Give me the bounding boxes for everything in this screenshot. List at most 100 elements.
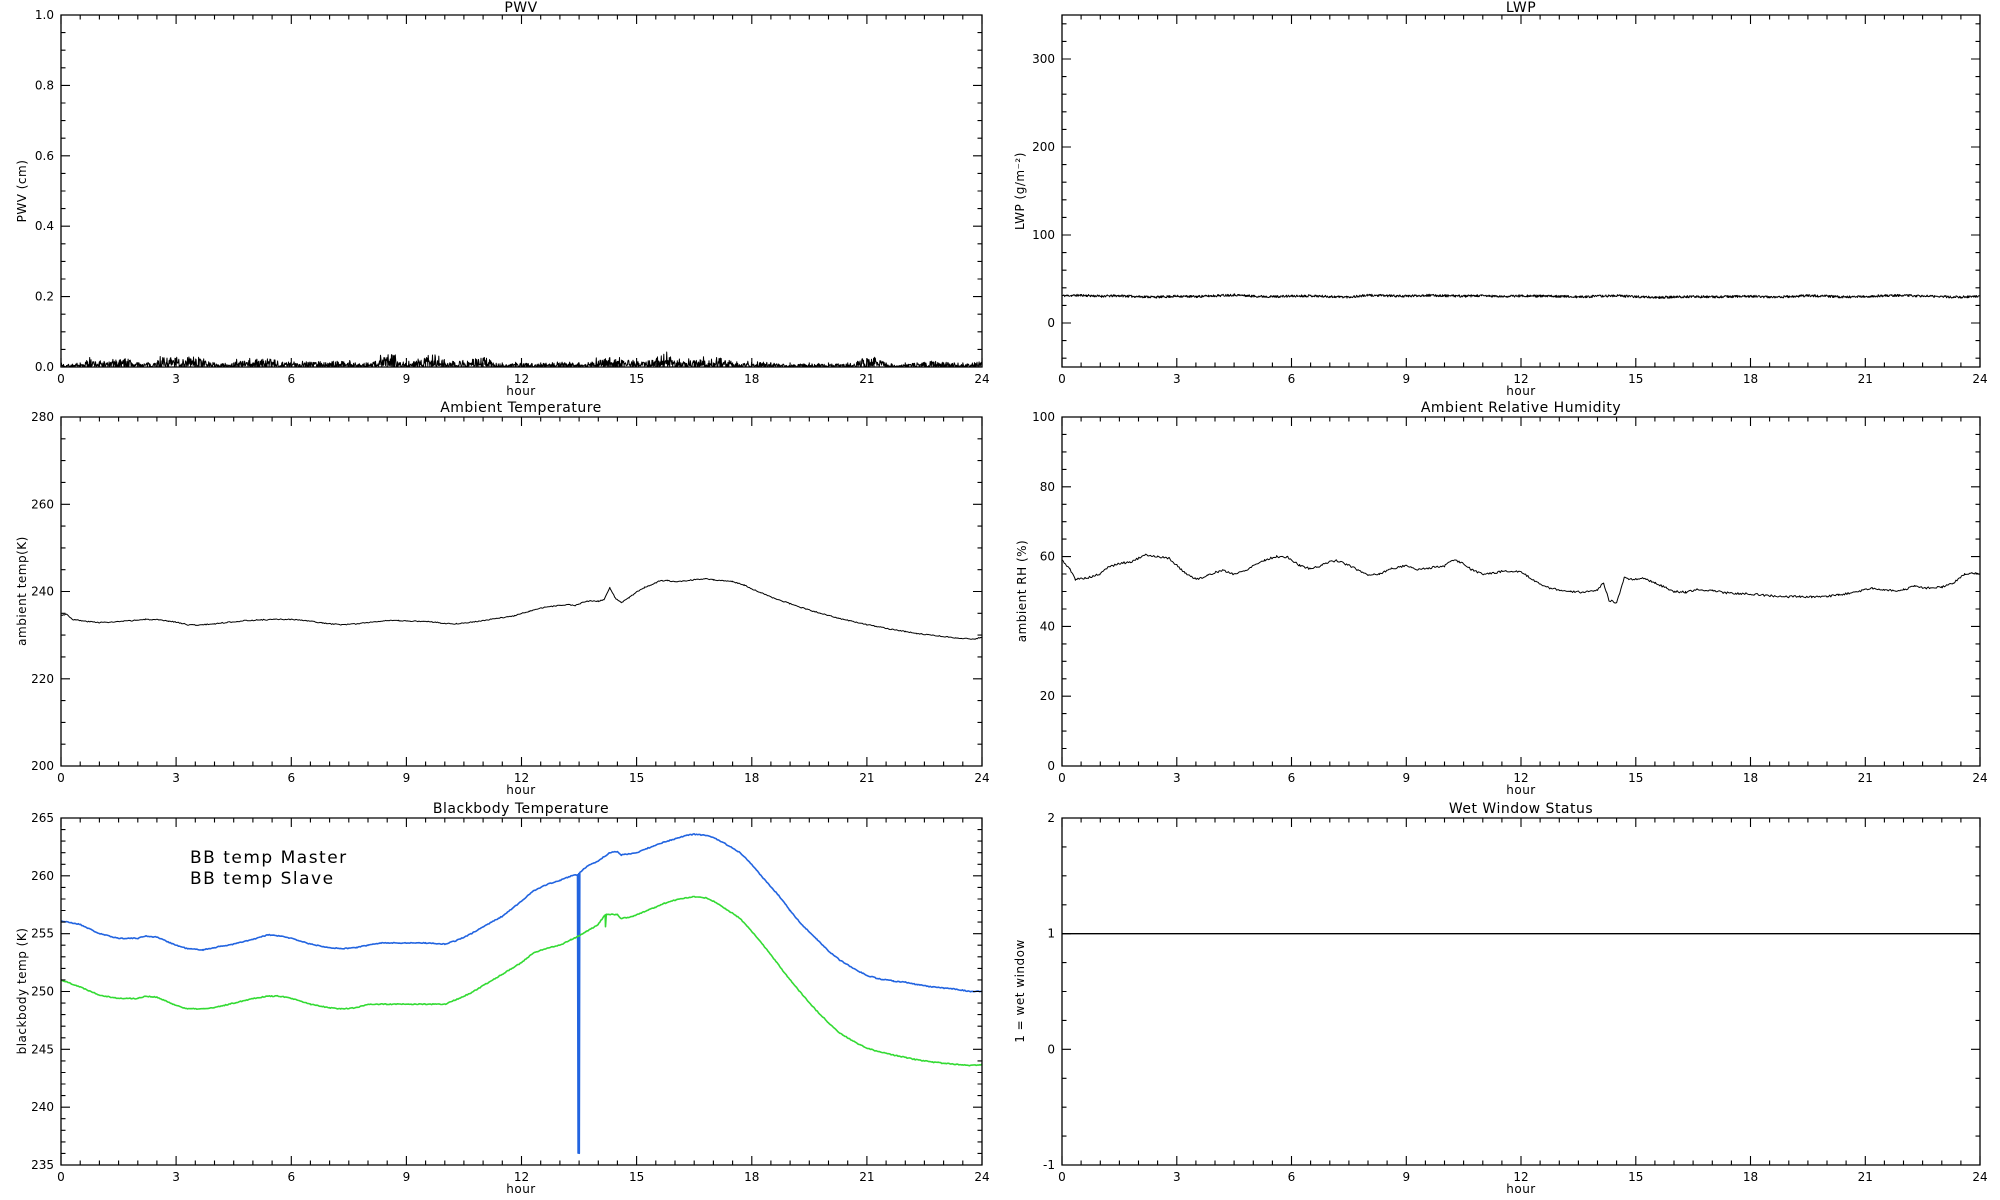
legend-bb-temp-master: BB temp Master	[190, 848, 348, 868]
axis-frame	[1061, 14, 1981, 368]
x-tick-label: 0	[1058, 771, 1066, 785]
x-tick-label: 18	[744, 372, 759, 386]
x-tick-label: 18	[1743, 771, 1758, 785]
y-tick-label: 0.2	[35, 290, 54, 304]
x-tick-label: 0	[57, 771, 65, 785]
y-tick-label: 200	[31, 759, 54, 773]
y-tick-label: 0	[1047, 759, 1055, 773]
y-axis-title-lwp: LWP (g/m⁻²)	[1013, 152, 1027, 230]
x-tick-label: 21	[859, 372, 874, 386]
x-tick-label: 0	[57, 1170, 65, 1184]
axis-ticks	[1061, 15, 1981, 367]
x-tick-label: 21	[1858, 372, 1873, 386]
x-tick-label: 21	[1858, 1170, 1873, 1184]
panel-1-plot: 0 3 6 9 12 15 18 21 24 0 100 200 300	[1032, 14, 1988, 386]
x-tick-label: 24	[1972, 1170, 1987, 1184]
plot-title-lwp: LWP	[1506, 0, 1536, 16]
panel-0-plot: 0 3 6 9 12 15 18 21 24 0.0 0.2 0.4 0.6 0.8 1.0	[35, 8, 990, 386]
x-tick-label: 24	[974, 372, 989, 386]
x-tick-label: 9	[1402, 1170, 1410, 1184]
x-tick-label: 3	[1173, 372, 1181, 386]
x-tick-label: 9	[403, 372, 411, 386]
panel-4-plot: 0 3 6 9 12 15 18 21 24 235 240 245 250 255 260 265	[31, 811, 990, 1184]
y-axis-title-pwv: PWV (cm)	[15, 160, 29, 223]
x-tick-label: 21	[1858, 771, 1873, 785]
plot-title-ambient-relative-humidity: Ambient Relative Humidity	[1421, 400, 1621, 416]
y-tick-label: 1	[1047, 927, 1055, 941]
x-tick-label: 24	[1972, 372, 1987, 386]
y-tick-label: 60	[1040, 550, 1055, 564]
x-tick-label: 18	[1743, 372, 1758, 386]
plot-title-ambient-temperature: Ambient Temperature	[440, 400, 602, 416]
y-axis-title-ambient-temperature: ambient temp(K)	[15, 536, 29, 646]
x-axis-title-lwp: hour	[1506, 384, 1536, 398]
x-tick-label: 24	[1972, 771, 1987, 785]
x-tick-label: 9	[403, 771, 411, 785]
plot-title-wet-window-status: Wet Window Status	[1449, 801, 1593, 817]
axis-frame	[60, 416, 983, 767]
x-tick-label: 12	[514, 1170, 529, 1184]
x-tick-label: 0	[1058, 372, 1066, 386]
y-axis-title-ambient-relative-humidity: ambient RH (%)	[1015, 540, 1029, 642]
x-tick-label: 18	[744, 771, 759, 785]
y-tick-label: 0.8	[35, 78, 54, 92]
axis-frame	[1061, 416, 1981, 767]
legend-bb-temp-slave: BB temp Slave	[190, 869, 335, 889]
x-tick-label: 12	[1513, 372, 1528, 386]
y-tick-label: 260	[31, 497, 54, 511]
panel-blackbody-temperature: Blackbody Temperature hour blackbody tem…	[15, 801, 990, 1196]
y-tick-label: 0.4	[35, 219, 54, 233]
panel-wet-window-status: Wet Window Status hour 1 = wet window 0 3…	[1013, 801, 1988, 1196]
y-tick-label: 240	[31, 585, 54, 599]
x-tick-label: 6	[287, 372, 295, 386]
y-tick-label: 40	[1040, 619, 1055, 633]
x-tick-label: 0	[1058, 1170, 1066, 1184]
x-tick-label: 3	[172, 1170, 180, 1184]
axis-ticks	[1061, 817, 1981, 1166]
y-tick-label: 0.6	[35, 149, 54, 163]
x-tick-label: 6	[287, 771, 295, 785]
axis-frame	[1061, 817, 1981, 1166]
x-tick-label: 24	[974, 771, 989, 785]
x-tick-label: 12	[514, 771, 529, 785]
x-tick-label: 15	[1628, 771, 1643, 785]
panel-ambient-temperature: Ambient Temperature hour ambient temp(K)…	[15, 400, 990, 797]
x-tick-label: 15	[1628, 372, 1643, 386]
y-tick-label: 245	[31, 1042, 54, 1056]
y-tick-label: 80	[1040, 480, 1055, 494]
series-bb-temp-master	[60, 832, 983, 1155]
y-axis-title-blackbody-temperature: blackbody temp (K)	[15, 928, 29, 1055]
x-tick-label: 3	[172, 771, 180, 785]
y-tick-label: 2	[1047, 811, 1055, 825]
x-tick-label: 21	[859, 771, 874, 785]
axis-ticks	[60, 416, 983, 767]
y-tick-label: 200	[1032, 140, 1055, 154]
series-lwp	[1061, 293, 1981, 299]
y-tick-label: 280	[31, 410, 54, 424]
x-tick-label: 3	[1173, 771, 1181, 785]
x-axis-title-blackbody-temperature: hour	[506, 1182, 536, 1196]
x-tick-label: 15	[629, 372, 644, 386]
x-tick-label: 15	[629, 1170, 644, 1184]
x-axis-title-wet-window-status: hour	[1506, 1182, 1536, 1196]
y-tick-label: 265	[31, 811, 54, 825]
x-tick-label: 15	[1628, 1170, 1643, 1184]
plot-title-pwv: PWV	[504, 0, 537, 16]
y-tick-label: 100	[1032, 410, 1055, 424]
y-tick-label: 1.0	[35, 8, 54, 22]
panel-pwv: PWV hour PWV (cm) 0 3 6 9 12 15 18 21 24 0.0 0.2 0.…	[15, 0, 990, 398]
plot-title-blackbody-temperature: Blackbody Temperature	[433, 801, 609, 817]
y-tick-label: 0	[1047, 316, 1055, 330]
x-tick-label: 18	[744, 1170, 759, 1184]
y-tick-label: 20	[1040, 689, 1055, 703]
y-tick-label: 235	[31, 1158, 54, 1172]
panel-ambient-relative-humidity: Ambient Relative Humidity hour ambient R…	[1015, 400, 1988, 797]
y-tick-label: 260	[31, 869, 54, 883]
y-tick-label: 0.0	[35, 360, 54, 374]
x-tick-label: 18	[1743, 1170, 1758, 1184]
x-tick-label: 15	[629, 771, 644, 785]
x-axis-title-pwv: hour	[506, 384, 536, 398]
